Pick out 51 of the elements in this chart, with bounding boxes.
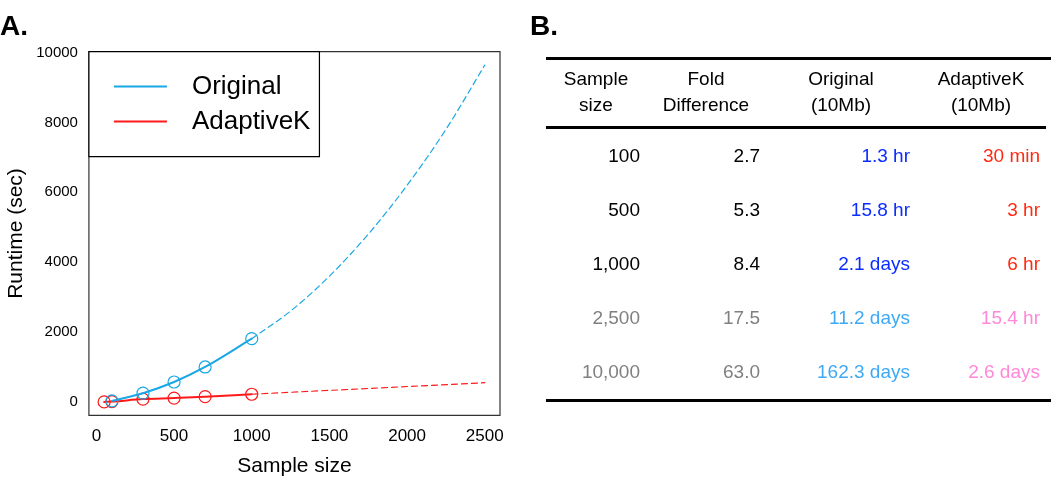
text: 30 min [981,144,1041,168]
x-tick-label: 0 [91,426,102,446]
y-tick-label: 4000 [44,252,78,270]
text: 2.6 days [967,360,1041,384]
x-tick-label: 2000 [388,426,427,446]
point [136,392,150,406]
text: 1.3 hr [860,144,911,168]
text: B. [530,10,558,42]
point [198,360,212,374]
point [167,375,181,389]
text: 11.2 days [828,306,911,330]
point [245,332,259,346]
y-tick-label: 0 [69,392,78,410]
y-tick-label: 6000 [44,182,78,200]
x-tick-label: 1000 [232,426,271,446]
text: 8.4 [732,252,761,276]
x-axis-title: Sample size [237,453,352,477]
text: 162.3 days [816,360,911,384]
chart-title: A. [0,9,28,41]
text: 3 hr [1006,198,1041,222]
point [198,390,212,404]
text: 1,000 [591,252,641,276]
text: 17.5 [722,306,761,330]
text: 15.4 hr [979,306,1041,330]
category-label: Fold Difference [646,60,766,129]
text: 2,500 [591,306,641,330]
text: 2.7 [732,144,761,168]
category-label: Original (10Mb) [766,60,916,129]
y-tick-label: 8000 [44,112,78,130]
text: 5.3 [732,198,761,222]
point [167,391,181,405]
text: 2.1 days [837,252,911,276]
x-tick-label: 1500 [310,426,349,446]
text: 100 [607,144,641,168]
y-tick-label: 2000 [44,322,78,340]
category-label: AdaptiveK (10Mb) [916,60,1046,129]
category-label: Sample size [546,60,646,129]
y-axis-title: Runtime (sec) [3,168,27,299]
text: 15.8 hr [849,198,911,222]
legend-label: Original [191,69,282,100]
x-tick-label: 2500 [465,426,504,446]
point [136,386,150,400]
x-tick-label: 500 [159,426,189,446]
text: 6 hr [1006,252,1041,276]
point [245,387,259,401]
point [97,395,111,409]
y-tick-label: 10000 [36,42,78,60]
text: 63.0 [722,360,761,384]
text: 500 [607,198,641,222]
legend-label: AdaptiveK [191,104,312,135]
text: 10,000 [580,360,641,384]
